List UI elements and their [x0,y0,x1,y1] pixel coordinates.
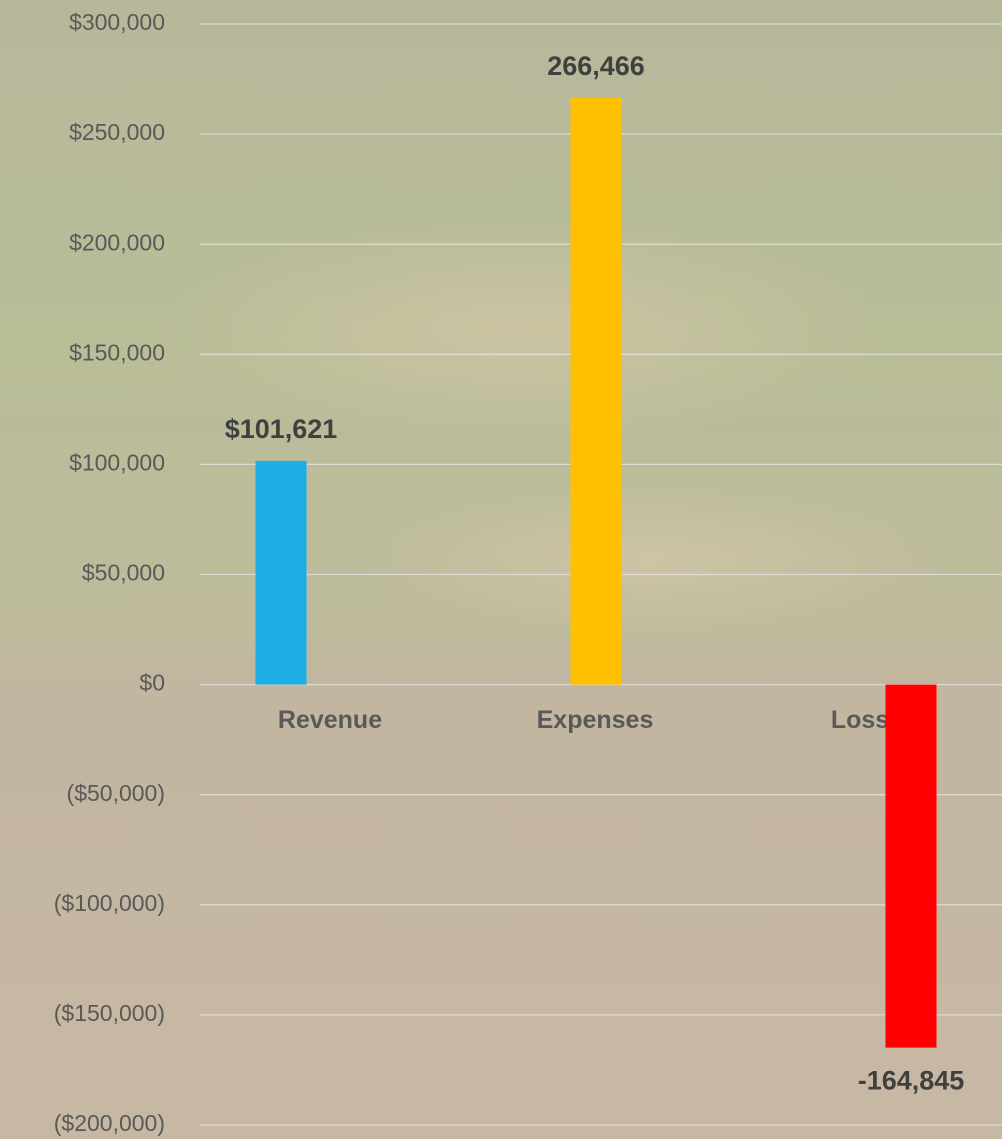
background-patch [350,480,950,640]
x-tick-label: Revenue [278,706,382,734]
y-tick-label: $0 [139,670,165,696]
x-tick-label: Loss [831,706,889,734]
y-tick-label: $100,000 [69,449,165,475]
y-tick-label: $200,000 [69,229,165,255]
value-label: 266,466 [547,51,645,81]
y-tick-label: ($200,000) [54,1110,165,1136]
bar [256,461,307,685]
page: $300,000 $250,000 $200,000 $150,000 $100,000… [0,0,1002,1139]
bar [571,98,622,685]
y-tick-label: $50,000 [82,560,165,586]
x-tick-label: Expenses [537,706,654,734]
y-tick-label: ($150,000) [54,1000,165,1026]
y-tick-label: $250,000 [69,119,165,145]
chart: $300,000 $250,000 $200,000 $150,000 $100,000… [0,0,1002,1139]
bar [886,685,937,1048]
background-patch [160,220,880,440]
value-label: -164,845 [858,1066,965,1096]
y-tick-label: ($100,000) [54,890,165,916]
y-tick-label: $150,000 [69,339,165,365]
y-tick-label: ($50,000) [67,780,165,806]
y-tick-label: $300,000 [69,9,165,35]
value-label: $101,621 [225,414,338,444]
